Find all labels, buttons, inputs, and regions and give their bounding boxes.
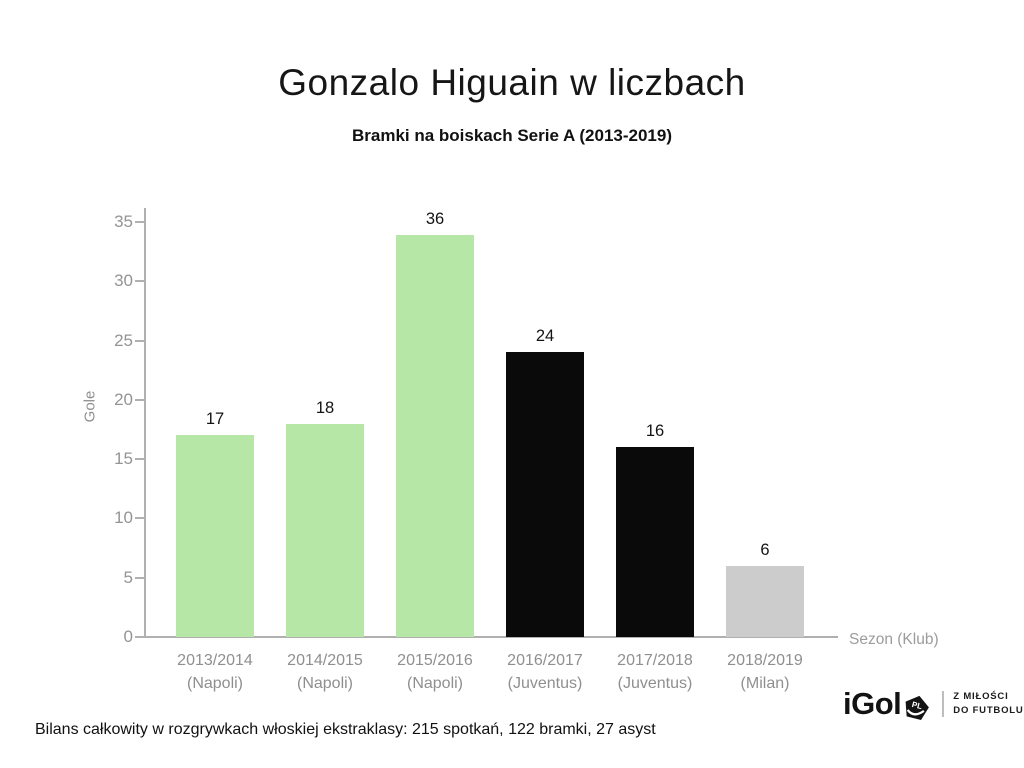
y-tick-mark [135, 576, 144, 579]
bar-slot: 16 [600, 210, 710, 637]
bar-2018-2019 [726, 566, 804, 637]
chart-title: Gonzalo Higuain w liczbach [278, 62, 746, 103]
logo-tagline: Z MIŁOŚCI DO FUTBOLU [953, 690, 1023, 718]
y-tick-label: 5 [123, 567, 133, 587]
x-axis-labels: 2013/2014 (Napoli) 2014/2015 (Napoli) 2015/2… [160, 649, 820, 695]
bar-2013-2014 [176, 435, 254, 637]
bar-2014-2015 [286, 424, 364, 637]
bar-value-label: 36 [425, 210, 445, 228]
y-tick-mark [135, 517, 144, 520]
season-label: 2017/2018 [617, 652, 693, 669]
bars-container: 17 18 36 24 16 6 [160, 210, 820, 637]
chart-subtitle: Bramki na boiskach Serie A (2013-2019) [351, 126, 672, 145]
x-category-label: 2017/2018 (Juventus) [600, 649, 710, 695]
x-category-label: 2015/2016 (Napoli) [380, 649, 490, 695]
bar-value-label: 6 [760, 541, 770, 559]
bar-slot: 18 [270, 210, 380, 637]
logo-divider [942, 690, 945, 717]
x-category-label: 2013/2014 (Napoli) [160, 649, 270, 695]
season-label: 2015/2016 [397, 652, 473, 669]
y-tick-label: 10 [114, 508, 133, 528]
season-label: 2014/2015 [287, 652, 363, 669]
y-tick-mark [135, 636, 144, 638]
season-label: 2013/2014 [177, 652, 253, 669]
football-pentagon-icon: PL [905, 695, 930, 720]
y-tick-mark [135, 398, 144, 401]
x-axis-title: Sezon (Klub) [849, 631, 939, 648]
y-tick-label: 0 [123, 627, 133, 646]
y-tick-label: 15 [114, 449, 133, 469]
logo-badge-text: PL [911, 700, 923, 711]
logo-tagline-line1: Z MIŁOŚCI [953, 690, 1009, 702]
bar-value-label: 18 [315, 399, 335, 417]
y-tick-mark [135, 458, 144, 461]
bar-slot: 17 [160, 210, 270, 637]
x-category-label: 2014/2015 (Napoli) [270, 649, 380, 695]
season-label: 2018/2019 [727, 652, 803, 669]
bar-slot: 6 [710, 210, 820, 637]
y-tick-label: 35 [114, 212, 133, 231]
x-axis-line [144, 636, 838, 638]
y-tick-mark [135, 339, 144, 342]
club-label: (Napoli) [186, 675, 243, 693]
plot-area: 0 5 10 15 20 25 30 35 17 18 36 24 16 6 [0, 208, 1024, 646]
bar-value-label: 24 [535, 327, 555, 345]
club-label: (Milan) [740, 675, 790, 693]
logo-tagline-line2: DO FUTBOLU [953, 704, 1024, 716]
bar-slot: 24 [490, 210, 600, 637]
club-label: (Juventus) [507, 675, 583, 693]
y-tick-label: 30 [114, 271, 133, 291]
bar-2017-2018 [616, 447, 694, 637]
y-tick-mark [135, 221, 144, 223]
y-tick-label: 20 [114, 389, 133, 409]
bar-2015-2016 [396, 235, 474, 637]
club-label: (Juventus) [617, 675, 693, 693]
club-label: (Napoli) [406, 675, 463, 693]
y-axis-line [144, 208, 146, 638]
total-summary-note: Bilans całkowity w rozgrywkach włoskiej … [35, 721, 656, 738]
season-label: 2016/2017 [507, 652, 583, 669]
club-label: (Napoli) [296, 675, 353, 693]
igol-logo: iGol PL Z MIŁOŚCI DO FUTBOLU [843, 686, 1024, 721]
logo-wordmark: iGol [843, 686, 902, 721]
y-tick-label: 25 [114, 330, 133, 350]
x-category-label: 2016/2017 (Juventus) [490, 649, 600, 695]
y-tick-mark [135, 280, 144, 283]
bar-value-label: 16 [645, 422, 665, 440]
bar-2016-2017 [506, 352, 584, 637]
x-category-label: 2018/2019 (Milan) [710, 649, 820, 695]
bar-slot: 36 [380, 210, 490, 637]
bar-value-label: 17 [205, 410, 225, 428]
